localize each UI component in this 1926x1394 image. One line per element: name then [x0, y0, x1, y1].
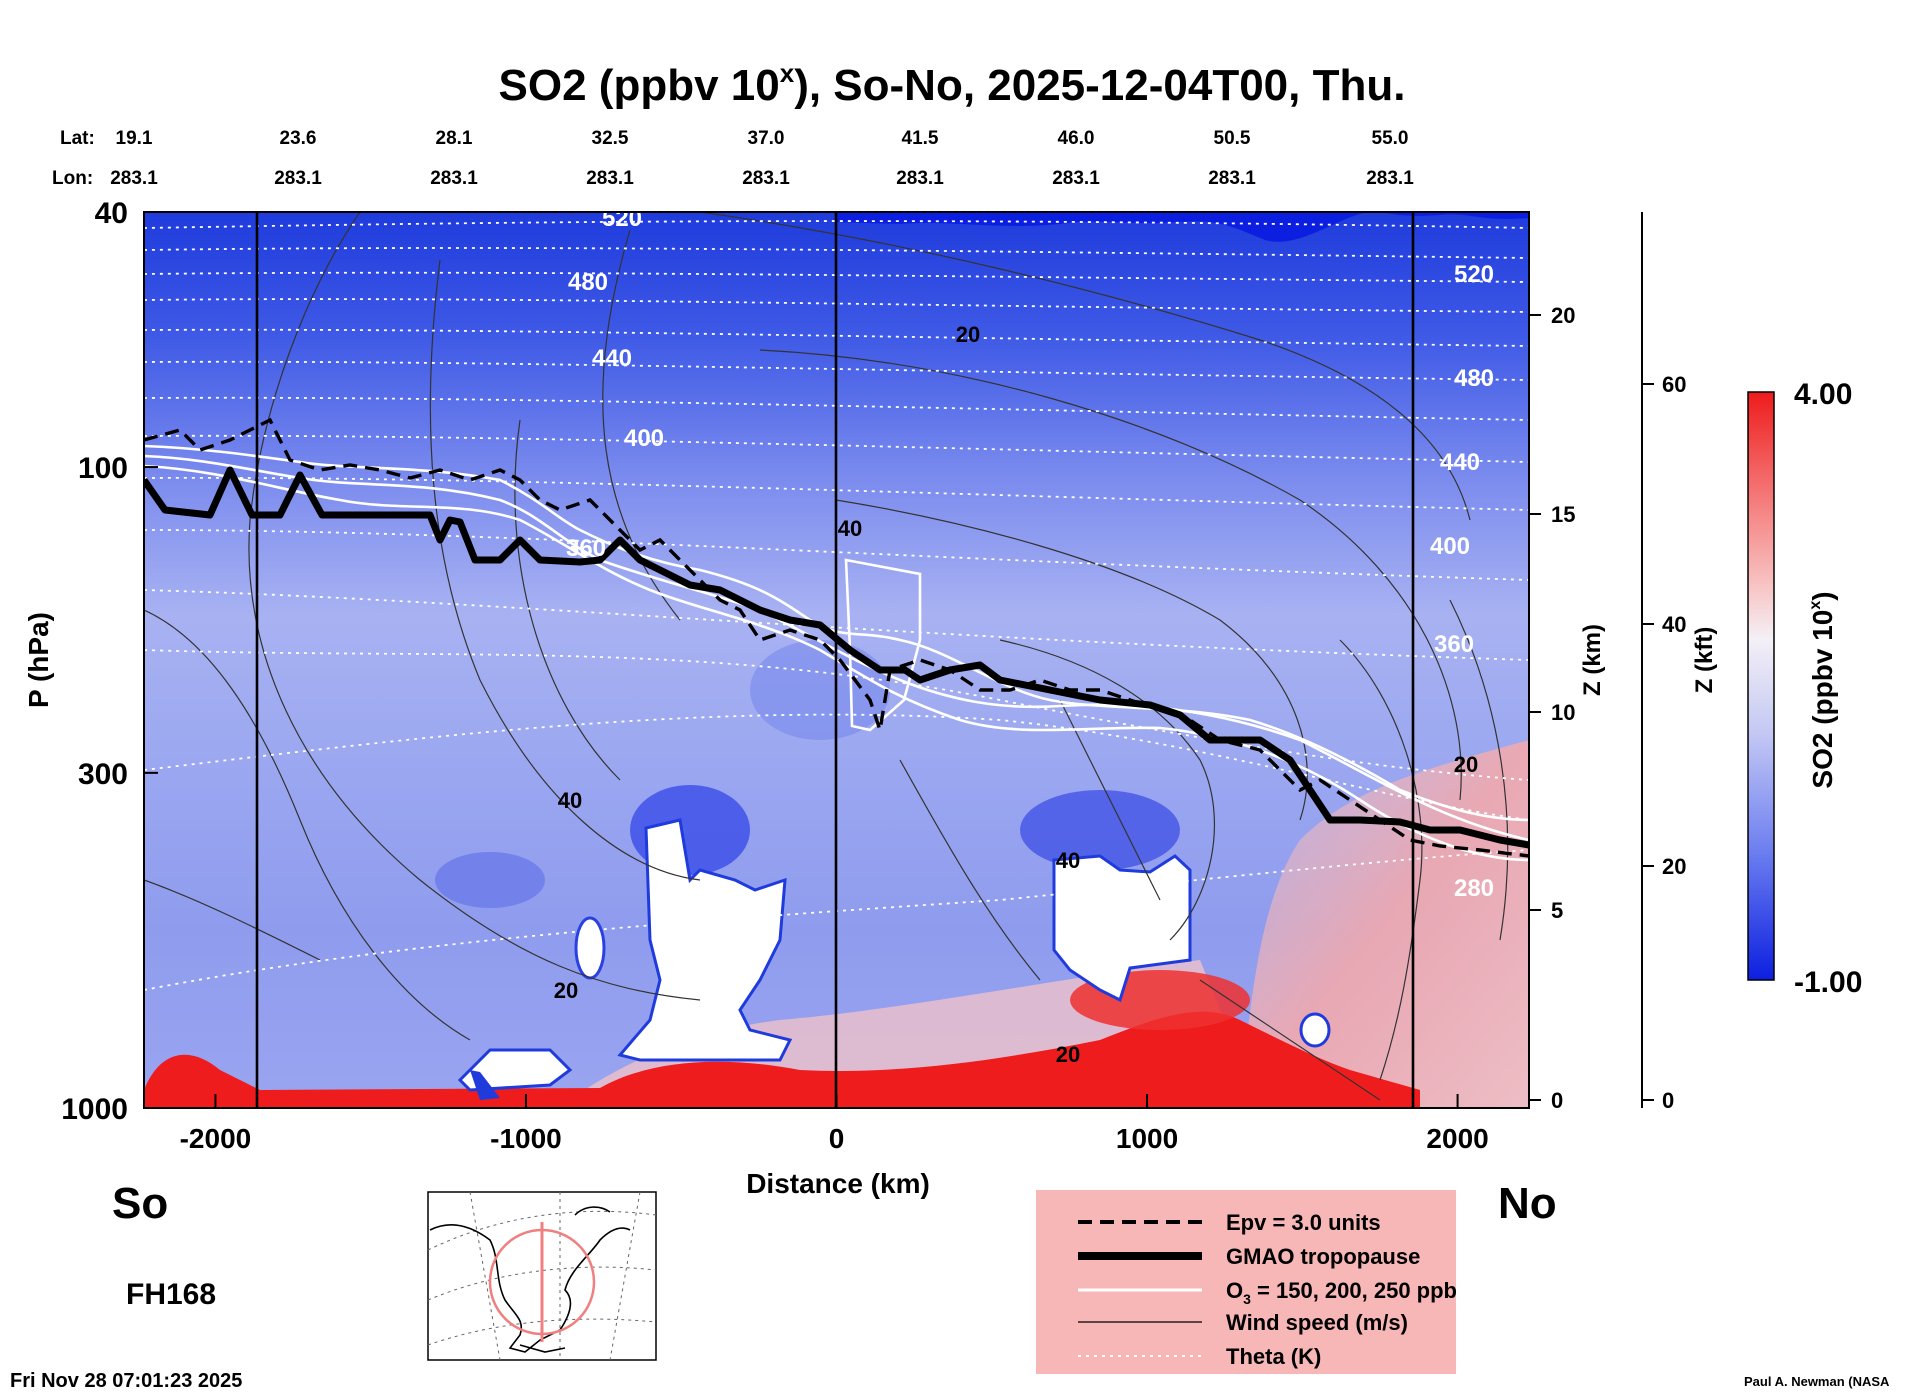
wind-speed-label: 40 [838, 516, 862, 541]
inset-map [427, 1191, 657, 1361]
theta-label: 480 [568, 269, 608, 296]
y-axis-label: P (hPa) [23, 612, 54, 708]
lon-value: 283.1 [430, 168, 478, 189]
section-start-label: So [112, 1179, 168, 1228]
contour-labels: 520 480 440 400 360 520 480 440 400 360 280 20 40 40 2… [554, 205, 1494, 1067]
lat-value: 50.5 [1214, 128, 1251, 149]
lat-value: 32.5 [592, 128, 629, 149]
legend-label: Theta (K) [1226, 1344, 1321, 1369]
epv-line [144, 417, 1529, 858]
lat-value: 28.1 [436, 128, 473, 149]
lon-value: 283.1 [1052, 168, 1100, 189]
lat-lon-row: 19.1 283.1 23.6 283.1 28.1 283.1 32.5 283.1 37.0… [110, 128, 1414, 189]
lon-value: 283.1 [1208, 168, 1256, 189]
wind-speed-label: 20 [1056, 1042, 1080, 1067]
lon-value: 283.1 [274, 168, 322, 189]
z-km-tick-label: 0 [1551, 1088, 1563, 1113]
z-km-tick-label: 5 [1551, 898, 1563, 923]
lon-value: 283.1 [1366, 168, 1414, 189]
y-tick-label: 100 [78, 452, 128, 485]
lat-value: 37.0 [748, 128, 785, 149]
z-kft-axis-label: Z (kft) [1691, 627, 1718, 694]
theta-label: 360 [566, 535, 606, 562]
legend-label: O3 = 150, 200, 250 ppb [1226, 1278, 1457, 1307]
x-tick-label: 2000 [1426, 1123, 1488, 1154]
legend-label: GMAO tropopause [1226, 1244, 1420, 1269]
z-km-tick-label: 10 [1551, 700, 1575, 725]
x-tick-label: -1000 [490, 1123, 562, 1154]
x-tick-label: 0 [829, 1123, 845, 1154]
theta-label: 440 [592, 345, 632, 372]
lat-value: 19.1 [116, 128, 153, 149]
y-tick-label: 300 [78, 758, 128, 791]
colorbar [1747, 391, 1775, 981]
x-axis-label: Distance (km) [746, 1168, 930, 1199]
theta-label: 520 [1454, 261, 1494, 288]
z-kft-tick-label: 60 [1662, 372, 1686, 397]
theta-label: 360 [1434, 631, 1474, 658]
lon-value: 283.1 [896, 168, 944, 189]
theta-label: 400 [1430, 533, 1470, 560]
wind-speed-label: 20 [956, 322, 980, 347]
chart-title: SO2 (ppbv 10x), So-No, 2025-12-04T00, Th… [499, 58, 1406, 110]
z-km-axis: 20 15 10 5 0 [1529, 303, 1575, 1113]
y-tick-label: 40 [95, 197, 128, 230]
legend-label: Epv = 3.0 units [1226, 1210, 1381, 1235]
theta-contours [144, 220, 1529, 991]
lat-value: 46.0 [1058, 128, 1095, 149]
lat-value: 55.0 [1372, 128, 1409, 149]
so2-field [144, 212, 1529, 1108]
theta-label: 520 [602, 205, 642, 232]
x-tick-label: -2000 [180, 1123, 252, 1154]
z-kft-tick-label: 40 [1662, 612, 1686, 637]
lon-value: 283.1 [110, 168, 158, 189]
z-kft-tick-label: 0 [1662, 1088, 1674, 1113]
lat-value: 41.5 [902, 128, 939, 149]
lon-value: 283.1 [586, 168, 634, 189]
z-km-tick-label: 20 [1551, 303, 1575, 328]
z-kft-tick-label: 20 [1662, 854, 1686, 879]
x-tick-label: 1000 [1116, 1123, 1178, 1154]
theta-label: 440 [1440, 449, 1480, 476]
masked-region-1 [617, 818, 793, 1062]
legend: Epv = 3.0 units GMAO tropopause O3 = 150, … [1036, 1190, 1457, 1374]
z-kft-axis: 60 40 20 0 [1641, 212, 1686, 1113]
theta-label: 480 [1454, 365, 1494, 392]
credit: Paul A. Newman (NASA [1744, 1374, 1890, 1389]
wind-speed-label: 20 [554, 978, 578, 1003]
gmao-tropopause-line [144, 466, 1529, 849]
theta-label: 280 [1454, 875, 1494, 902]
wind-speed-label: 20 [1454, 752, 1478, 777]
colorbar-max: 4.00 [1794, 378, 1852, 411]
lon-value: 283.1 [742, 168, 790, 189]
timestamp: Fri Nov 28 07:01:23 2025 [10, 1370, 243, 1392]
z-km-axis-label: Z (km) [1579, 624, 1606, 696]
theta-label: 400 [624, 425, 664, 452]
lat-value: 23.6 [280, 128, 317, 149]
lat-row-label: Lat: [60, 128, 95, 149]
y-axis: 40 100 300 1000 [61, 197, 158, 1126]
section-end-label: No [1498, 1179, 1557, 1228]
x-axis: -2000 -1000 0 1000 2000 [180, 1094, 1489, 1154]
wind-speed-contours [144, 212, 1509, 1101]
colorbar-label: SO2 (ppbv 10x) [1807, 591, 1838, 788]
surface-high-so2 [144, 1011, 1420, 1108]
legend-label: Wind speed (m/s) [1226, 1310, 1408, 1335]
forecast-hour: FH168 [126, 1278, 217, 1311]
colorbar-min: -1.00 [1794, 966, 1862, 999]
wind-speed-label: 40 [1056, 848, 1080, 873]
lon-row-label: Lon: [52, 168, 93, 189]
y-tick-label: 1000 [61, 1093, 128, 1126]
high-altitude-low-so2 [836, 212, 1529, 242]
wind-speed-label: 40 [558, 788, 582, 813]
z-km-tick-label: 15 [1551, 502, 1575, 527]
